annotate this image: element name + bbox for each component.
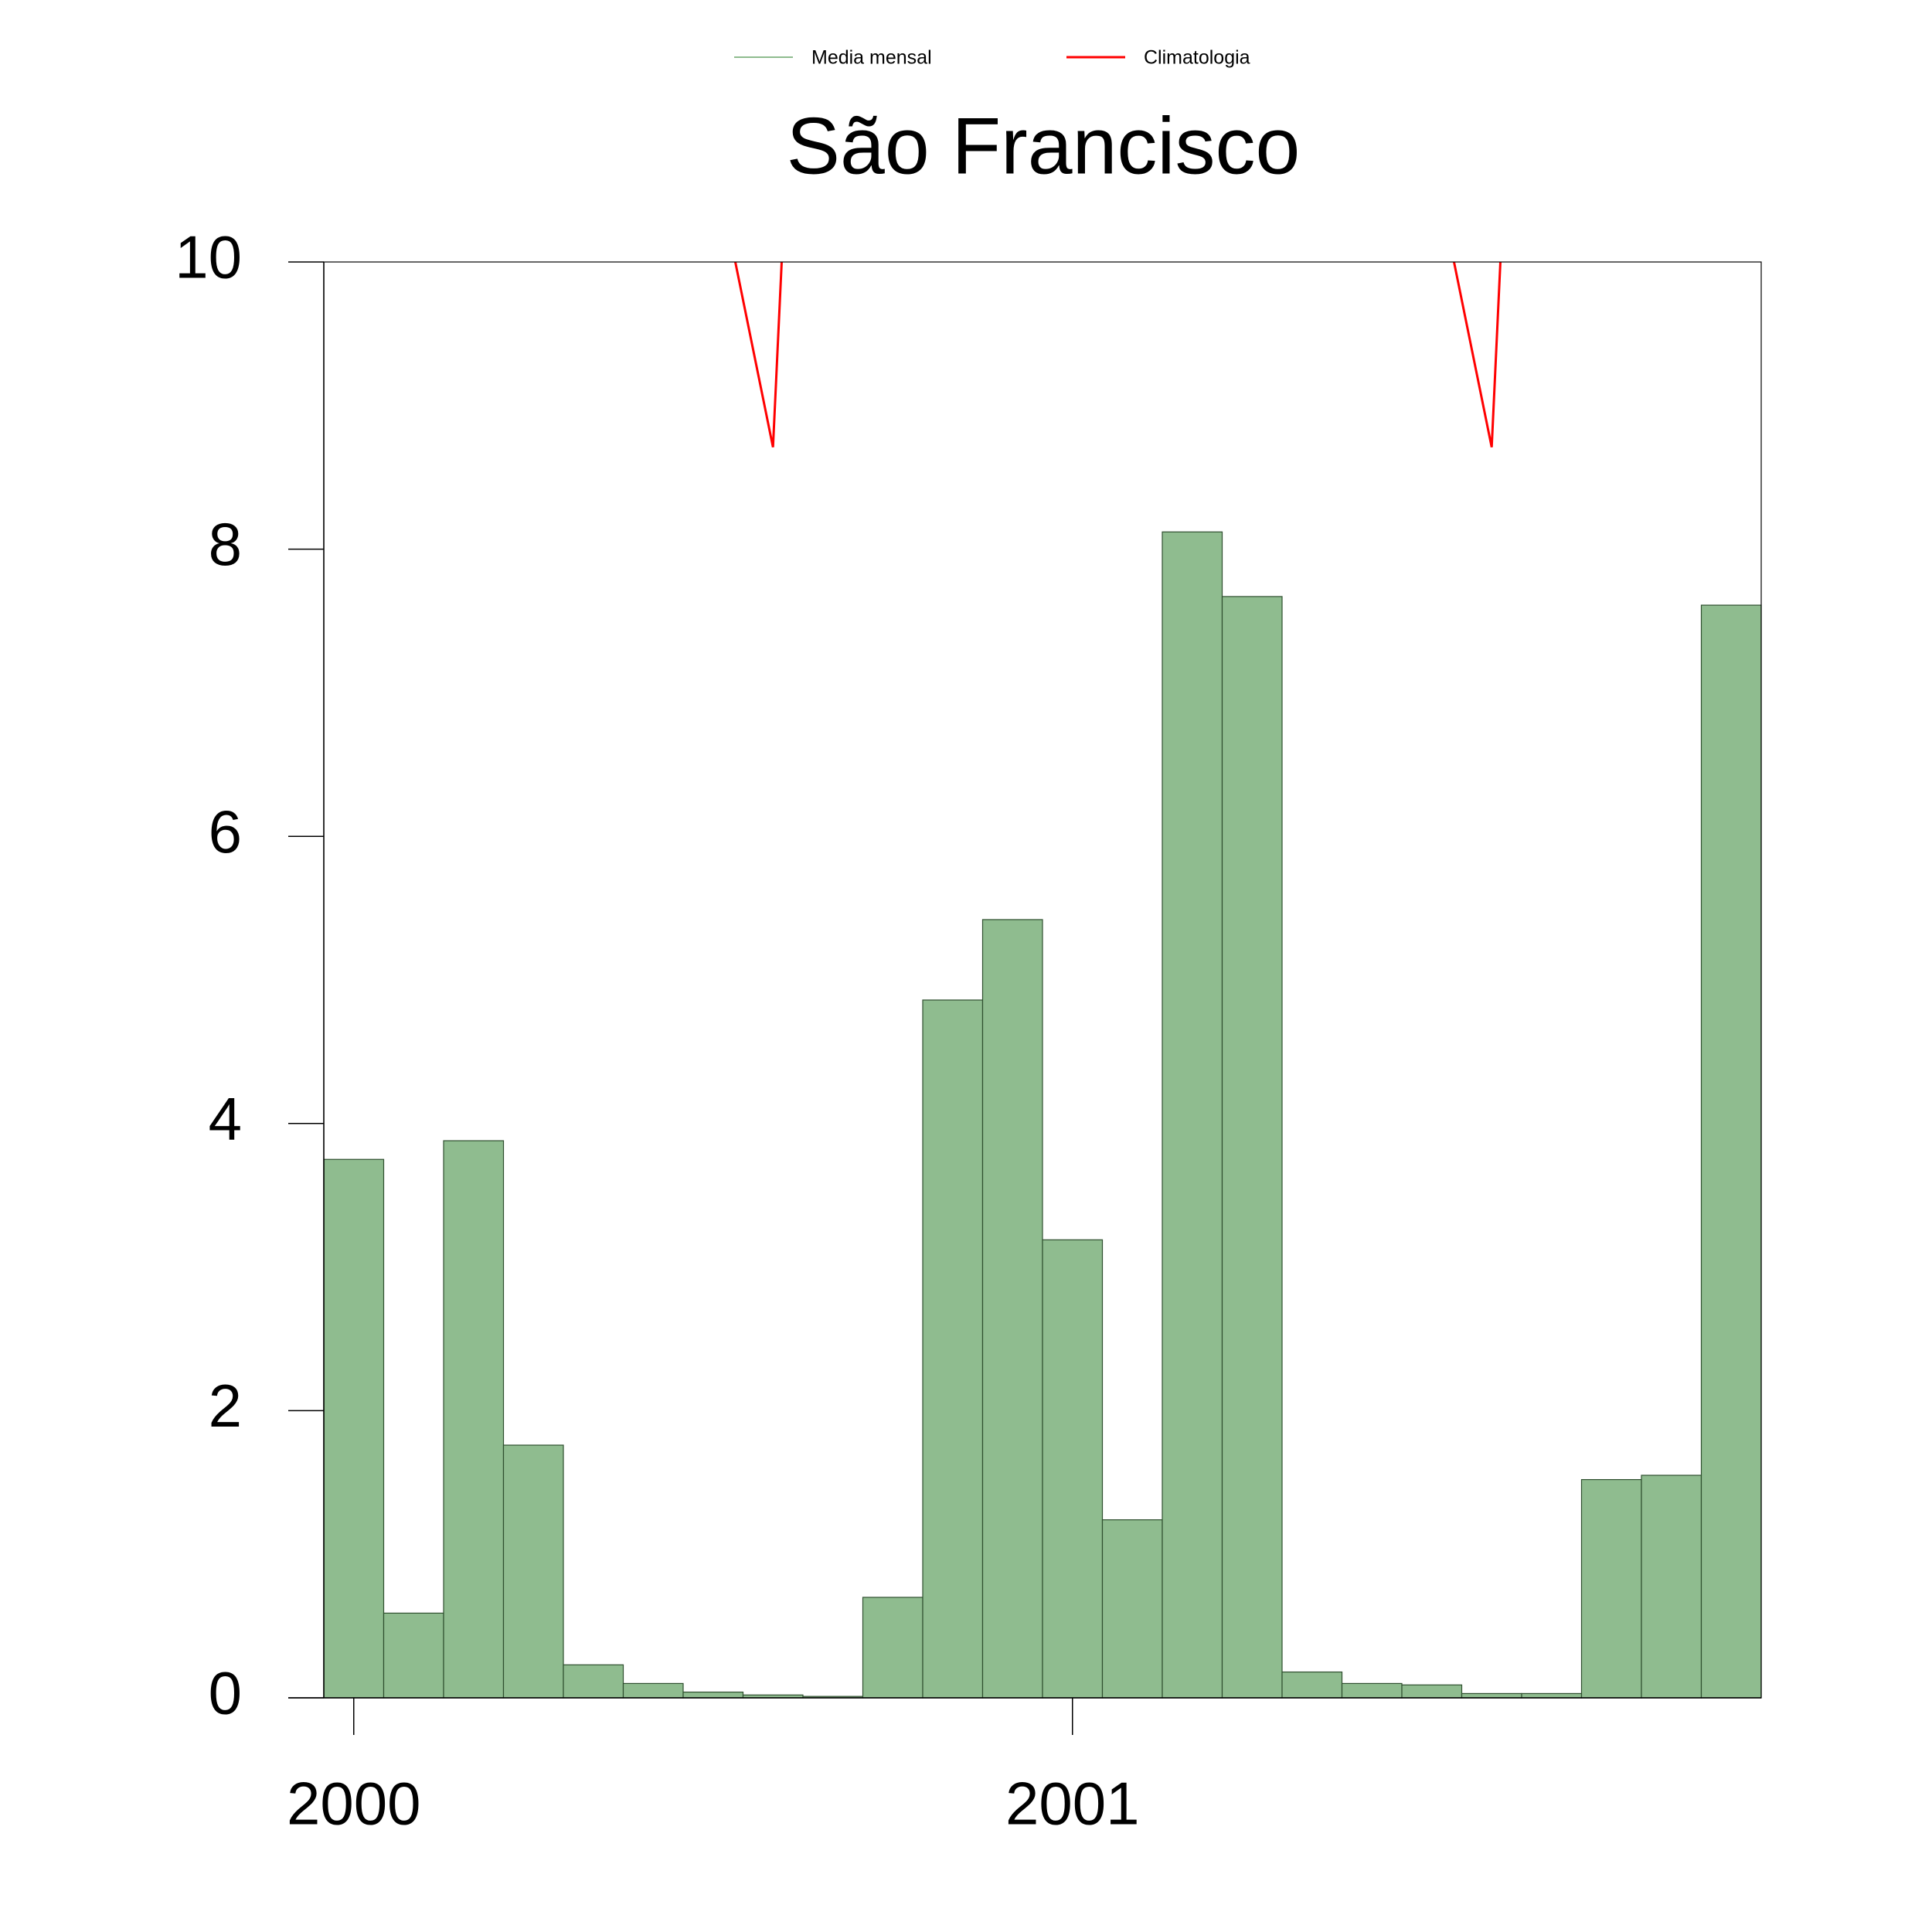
bar	[1341, 1682, 1403, 1699]
legend: Media mensal Climatologia	[734, 47, 1250, 69]
bar	[981, 919, 1043, 1699]
plot-area: 0 2 4 6 8 10 2000 2001	[175, 223, 1762, 1838]
bar	[383, 1612, 444, 1699]
bar	[682, 1691, 744, 1699]
y-tick-label: 8	[209, 510, 242, 578]
bar	[1101, 1519, 1163, 1699]
bar	[502, 1444, 564, 1699]
y-tick-label: 0	[209, 1659, 242, 1727]
chart-title: São Francisco	[787, 101, 1301, 191]
bar	[1401, 1684, 1463, 1699]
legend-label: Climatologia	[1144, 47, 1250, 69]
bar	[1521, 1692, 1583, 1699]
y-tick-label: 4	[209, 1084, 242, 1152]
bar	[1580, 1478, 1642, 1699]
bar	[1700, 604, 1762, 1699]
climatology-line	[733, 262, 1502, 447]
bar	[1281, 1671, 1343, 1699]
y-tick-label: 10	[175, 223, 242, 291]
y-tick-label: 6	[209, 798, 242, 866]
bar	[1461, 1692, 1522, 1699]
bar	[1641, 1475, 1702, 1699]
legend-label: Media mensal	[811, 47, 932, 69]
bar	[1221, 596, 1283, 1699]
bar	[1042, 1239, 1104, 1699]
x-tick-label: 2000	[287, 1770, 421, 1838]
bar	[323, 1158, 385, 1699]
x-tick-label: 2001	[1005, 1770, 1140, 1838]
bar	[443, 1140, 505, 1699]
bar	[862, 1597, 923, 1699]
bar	[922, 999, 984, 1699]
y-tick-label: 2	[209, 1372, 242, 1440]
bar	[1162, 531, 1223, 1699]
bar	[563, 1664, 624, 1699]
bar	[622, 1682, 684, 1699]
